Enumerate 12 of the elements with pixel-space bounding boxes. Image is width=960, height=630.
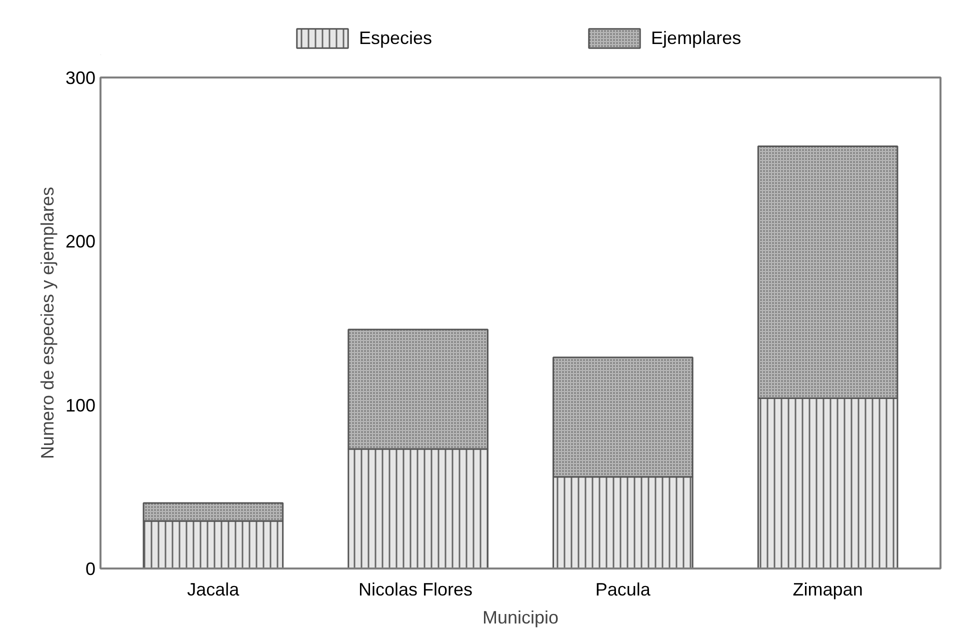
legend-label: Especies — [359, 28, 432, 48]
x-axis-title: Municipio — [482, 608, 559, 628]
x-tick-label: Jacala — [187, 580, 240, 600]
x-tick-label: Nicolas Flores — [358, 580, 473, 600]
y-tick-label: 300 — [65, 68, 96, 88]
legend-label: Ejemplares — [651, 28, 742, 48]
x-tick-label: Pacula — [595, 580, 652, 600]
y-tick-label: 0 — [85, 559, 96, 579]
y-axis-title: Numero de especies y ejemplares — [37, 186, 58, 460]
x-tick-label: Zimapan — [792, 580, 863, 600]
y-tick-label: 200 — [65, 232, 96, 252]
y-tick-label: 100 — [65, 395, 96, 416]
